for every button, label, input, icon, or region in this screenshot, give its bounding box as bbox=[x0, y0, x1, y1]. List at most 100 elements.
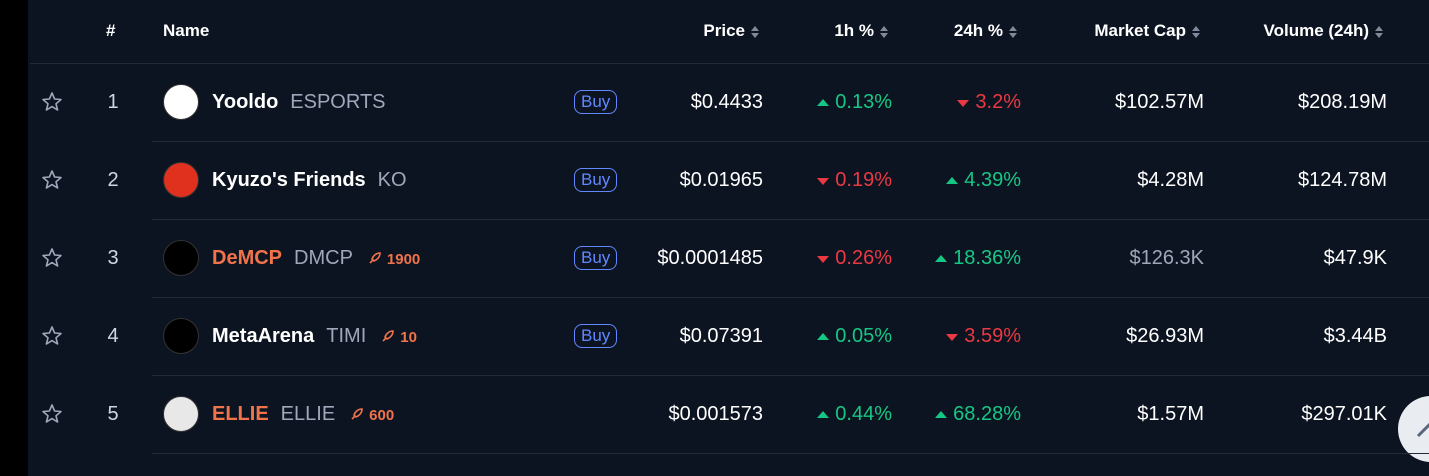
up-arrow bbox=[935, 411, 948, 418]
rank: 1 bbox=[107, 91, 119, 113]
rank: 4 bbox=[107, 325, 119, 347]
header-label: 24h % bbox=[953, 21, 1003, 40]
boost: 1900 bbox=[367, 251, 420, 268]
boost-count: 1900 bbox=[386, 251, 421, 268]
star-icon[interactable] bbox=[40, 324, 64, 353]
coin-symbol: ELLIE bbox=[280, 403, 336, 425]
row-divider bbox=[152, 297, 1429, 298]
change-24h: 4.39% bbox=[946, 168, 1021, 192]
coin-icon bbox=[163, 318, 199, 354]
up-arrow bbox=[935, 255, 948, 262]
volume: $297.01K bbox=[1301, 403, 1387, 425]
change-value: 0.13% bbox=[835, 91, 892, 113]
change-24h: 68.28% bbox=[935, 402, 1021, 426]
star-icon[interactable] bbox=[40, 246, 64, 275]
change-value: 68.28% bbox=[953, 403, 1021, 425]
sort-icon bbox=[1375, 25, 1383, 38]
coin-name: ELLIE bbox=[212, 403, 269, 425]
coin-symbol: ESPORTS bbox=[290, 91, 386, 113]
up-arrow bbox=[817, 411, 830, 418]
change-value: 0.19% bbox=[835, 169, 892, 191]
header-change-24h[interactable]: 24h % bbox=[954, 20, 1017, 42]
change-value: 0.44% bbox=[835, 403, 892, 425]
row-divider bbox=[152, 141, 1429, 142]
header-market-cap[interactable]: Market Cap bbox=[1094, 20, 1200, 42]
name-group[interactable]: ELLIE ELLIE 600 bbox=[212, 402, 394, 426]
coin-name: Yooldo bbox=[212, 91, 279, 113]
name-group[interactable]: Yooldo ESPORTS bbox=[212, 90, 386, 114]
down-arrow bbox=[946, 334, 959, 341]
header-rank: # bbox=[106, 21, 116, 40]
header-name: Name bbox=[163, 21, 210, 40]
change-value: 4.39% bbox=[964, 169, 1021, 191]
star-icon[interactable] bbox=[40, 168, 64, 197]
price: $0.001573 bbox=[668, 403, 763, 425]
row-divider bbox=[152, 453, 1429, 454]
rank: 3 bbox=[107, 247, 119, 269]
coin-icon bbox=[163, 240, 199, 276]
boost: 10 bbox=[380, 329, 417, 346]
market-cap: $1.57M bbox=[1137, 403, 1204, 425]
change-value: 3.2% bbox=[975, 91, 1021, 113]
star-icon[interactable] bbox=[40, 402, 64, 431]
change-value: 0.26% bbox=[835, 247, 892, 269]
coin-name: Kyuzo's Friends bbox=[212, 169, 366, 191]
buy-button[interactable]: Buy bbox=[574, 324, 618, 348]
buy-button[interactable]: Buy bbox=[574, 168, 618, 192]
left-strip bbox=[0, 0, 28, 476]
header-volume[interactable]: Volume (24h) bbox=[1264, 20, 1383, 42]
name-group[interactable]: DeMCP DMCP 1900 bbox=[212, 246, 420, 270]
change-1h: 0.13% bbox=[817, 90, 892, 114]
header-divider bbox=[30, 63, 1429, 64]
coin-symbol: DMCP bbox=[294, 247, 353, 269]
change-1h: 0.26% bbox=[817, 246, 892, 270]
price: $0.07391 bbox=[679, 325, 763, 347]
rocket-icon bbox=[369, 252, 381, 264]
header-price[interactable]: Price bbox=[703, 20, 759, 42]
volume: $208.19M bbox=[1298, 91, 1387, 113]
row-divider bbox=[152, 219, 1429, 220]
rank: 5 bbox=[107, 403, 119, 425]
coin-name: DeMCP bbox=[212, 247, 283, 269]
rocket-icon bbox=[351, 408, 363, 420]
price: $0.4433 bbox=[690, 91, 763, 113]
volume: $47.9K bbox=[1323, 247, 1387, 269]
up-arrow bbox=[817, 99, 830, 106]
change-1h: 0.44% bbox=[817, 402, 892, 426]
change-24h: 3.2% bbox=[957, 90, 1021, 114]
buy-button[interactable]: Buy bbox=[574, 246, 618, 270]
change-1h: 0.05% bbox=[817, 324, 892, 348]
sort-icon bbox=[1192, 25, 1200, 38]
down-arrow bbox=[817, 256, 830, 263]
header-change-1h[interactable]: 1h % bbox=[834, 20, 888, 42]
coin-icon bbox=[163, 396, 199, 432]
boost-count: 10 bbox=[400, 329, 417, 346]
star bbox=[42, 326, 62, 345]
change-1h: 0.19% bbox=[817, 168, 892, 192]
price: $0.0001485 bbox=[657, 247, 763, 269]
market-cap: $26.93M bbox=[1126, 325, 1204, 347]
star bbox=[42, 170, 62, 189]
name-group[interactable]: MetaArena TIMI 10 bbox=[212, 324, 417, 348]
header-label: Market Cap bbox=[1094, 21, 1186, 40]
up-arrow bbox=[817, 333, 830, 340]
star-icon[interactable] bbox=[40, 90, 64, 119]
down-arrow bbox=[817, 178, 830, 185]
scroll-top-button[interactable] bbox=[1398, 396, 1429, 462]
market-cap: $102.57M bbox=[1115, 91, 1204, 113]
rank: 2 bbox=[107, 169, 119, 191]
coin-name: MetaArena bbox=[212, 325, 315, 347]
coin-icon bbox=[163, 162, 199, 198]
sort-icon bbox=[1009, 25, 1017, 38]
star bbox=[42, 248, 62, 267]
header-label: Volume (24h) bbox=[1263, 21, 1369, 40]
price: $0.01965 bbox=[679, 169, 763, 191]
volume: $3.44B bbox=[1323, 325, 1387, 347]
change-24h: 3.59% bbox=[946, 324, 1021, 348]
boost: 600 bbox=[349, 407, 394, 424]
name-group[interactable]: Kyuzo's Friends KO bbox=[212, 168, 407, 192]
chevron-icon bbox=[1416, 422, 1429, 438]
row-divider bbox=[152, 375, 1429, 376]
buy-button[interactable]: Buy bbox=[574, 90, 618, 114]
